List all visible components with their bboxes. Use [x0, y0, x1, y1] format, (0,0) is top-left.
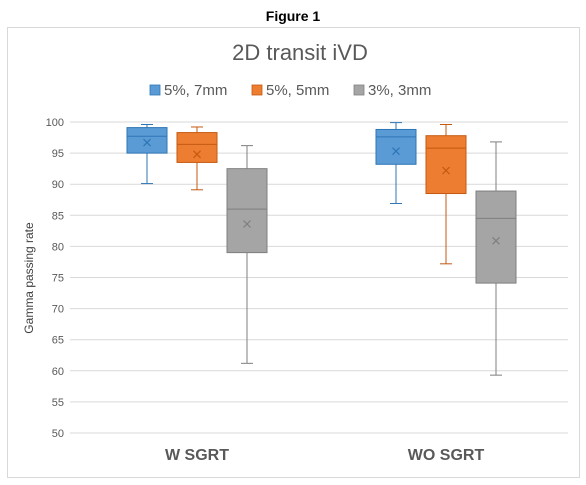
box-iqr: [425, 135, 467, 195]
mean-marker: [193, 150, 201, 159]
y-tick-label: 60: [52, 366, 64, 378]
legend-label: 5%, 5mm: [266, 82, 329, 99]
box-series: [126, 122, 517, 376]
legend: 5%, 7mm 5%, 5mm 3%, 3mm: [149, 82, 431, 99]
box-iqr: [226, 168, 268, 254]
y-tick-label: 55: [52, 397, 64, 409]
figure-label: Figure 1: [265, 8, 321, 24]
box-5%, 7mm-W SGRT: [126, 123, 168, 185]
box-5%, 5mm-WO SGRT: [425, 123, 467, 265]
y-tick-label: 70: [52, 304, 64, 316]
y-tick-label: 90: [52, 179, 64, 191]
box-iqr: [176, 132, 218, 163]
box-5%, 5mm-W SGRT: [176, 126, 218, 191]
mean-marker: [392, 147, 400, 156]
box-5%, 7mm-WO SGRT: [375, 122, 417, 204]
box-iqr: [475, 190, 517, 284]
x-category-label: W SGRT: [165, 447, 229, 464]
mean-marker: [492, 236, 500, 245]
y-tick-label: 100: [46, 117, 64, 129]
x-axis: W SGRT WO SGRT: [165, 447, 484, 464]
legend-swatch: [353, 84, 365, 96]
box-3%, 3mm-WO SGRT: [475, 141, 517, 376]
box-3%, 3mm-W SGRT: [226, 145, 268, 364]
y-tick-label: 50: [52, 428, 64, 440]
y-tick-label: 65: [52, 335, 64, 347]
box-iqr: [375, 128, 417, 165]
legend-swatch: [149, 84, 161, 96]
y-tick-label: 95: [52, 148, 64, 160]
mean-marker: [442, 166, 450, 175]
legend-label: 5%, 7mm: [164, 82, 227, 99]
chart-title: 2D transit iVD: [232, 40, 368, 65]
legend-swatch: [251, 84, 263, 96]
mean-marker: [143, 138, 151, 147]
mean-marker: [243, 220, 251, 228]
y-axis-label: Gamma passing rate: [22, 222, 36, 334]
y-axis: 50 55 60 65 70 75 80 85 90 95 100: [46, 117, 64, 440]
y-tick-label: 75: [52, 273, 64, 285]
box-iqr: [126, 127, 168, 154]
y-tick-label: 85: [52, 210, 64, 222]
legend-label: 3%, 3mm: [368, 82, 431, 99]
y-tick-label: 80: [52, 241, 64, 253]
x-category-label: WO SGRT: [408, 447, 485, 464]
